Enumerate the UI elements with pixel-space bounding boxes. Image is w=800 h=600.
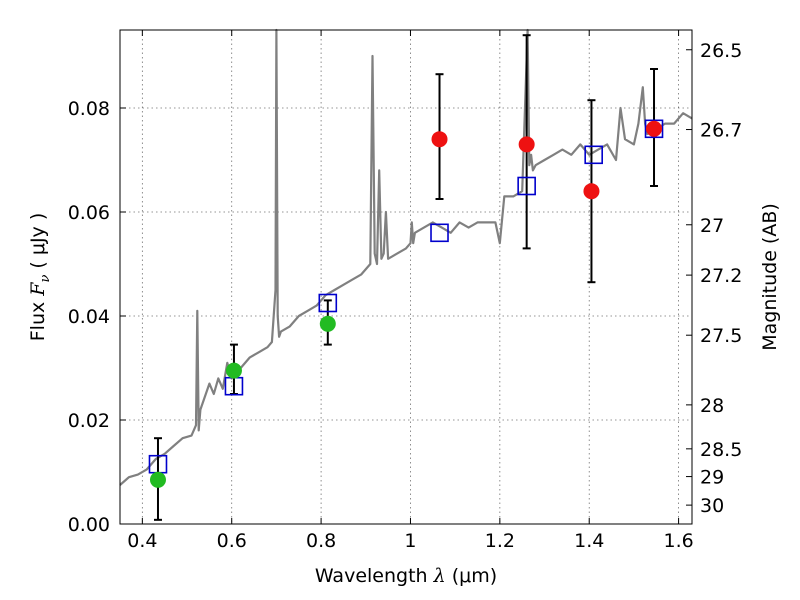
model-photometry-box (430, 223, 449, 243)
mag-tick-label: 27.5 (700, 325, 742, 347)
right-axis-label: Magnitude (AB) (759, 203, 781, 351)
mag-tick-label: 28 (700, 395, 724, 417)
plot-area (119, 28, 693, 521)
x-tick-label: 1 (404, 530, 416, 552)
observed-point-red (431, 131, 448, 148)
x-tick-label: 0.4 (127, 530, 157, 552)
y-tick-label: 0.00 (68, 514, 110, 536)
observed-point-red (583, 183, 600, 200)
x-tick-label: 0.8 (306, 530, 336, 552)
y-tick-label: 0.04 (68, 306, 110, 328)
mag-tick-label: 27 (700, 215, 724, 237)
model-photometry-box (517, 176, 536, 196)
mag-tick-label: 29 (700, 467, 724, 489)
axis-ticks: 0.4 0.6 0.8 1 1.2 1.4 1.6 0.00 0.02 0.04 0.06 0.08 2… (68, 30, 742, 552)
y-tick-label: 0.08 (68, 98, 110, 120)
mag-tick-label: 26.7 (700, 120, 742, 142)
mag-tick-label: 28.5 (700, 439, 742, 461)
mag-tick-label: 30 (700, 495, 724, 517)
model-photometry-box (584, 145, 603, 165)
y-tick-label: 0.06 (68, 202, 110, 224)
y-axis-label: Flux Fν ( μJy ) (27, 213, 53, 342)
observed-point-green (319, 315, 336, 332)
observed-point-green (225, 362, 242, 379)
mag-tick-label: 26.5 (700, 40, 742, 62)
model-spectrum-line (119, 28, 693, 486)
x-tick-label: 1.2 (485, 530, 515, 552)
x-tick-label: 0.6 (217, 530, 247, 552)
x-tick-label: 1.4 (574, 530, 604, 552)
observed-point-red (646, 120, 663, 137)
mag-tick-label: 27.2 (700, 265, 742, 287)
plot-frame (119, 29, 693, 525)
observed-point-green (149, 471, 166, 488)
y-tick-label: 0.02 (68, 410, 110, 432)
x-tick-label: 1.6 (663, 530, 693, 552)
model-photometry-box (644, 119, 664, 139)
x-axis-label: Wavelength λ (μm) (315, 565, 497, 587)
model-photometry-box (318, 293, 338, 313)
observed-point-red (518, 136, 535, 153)
